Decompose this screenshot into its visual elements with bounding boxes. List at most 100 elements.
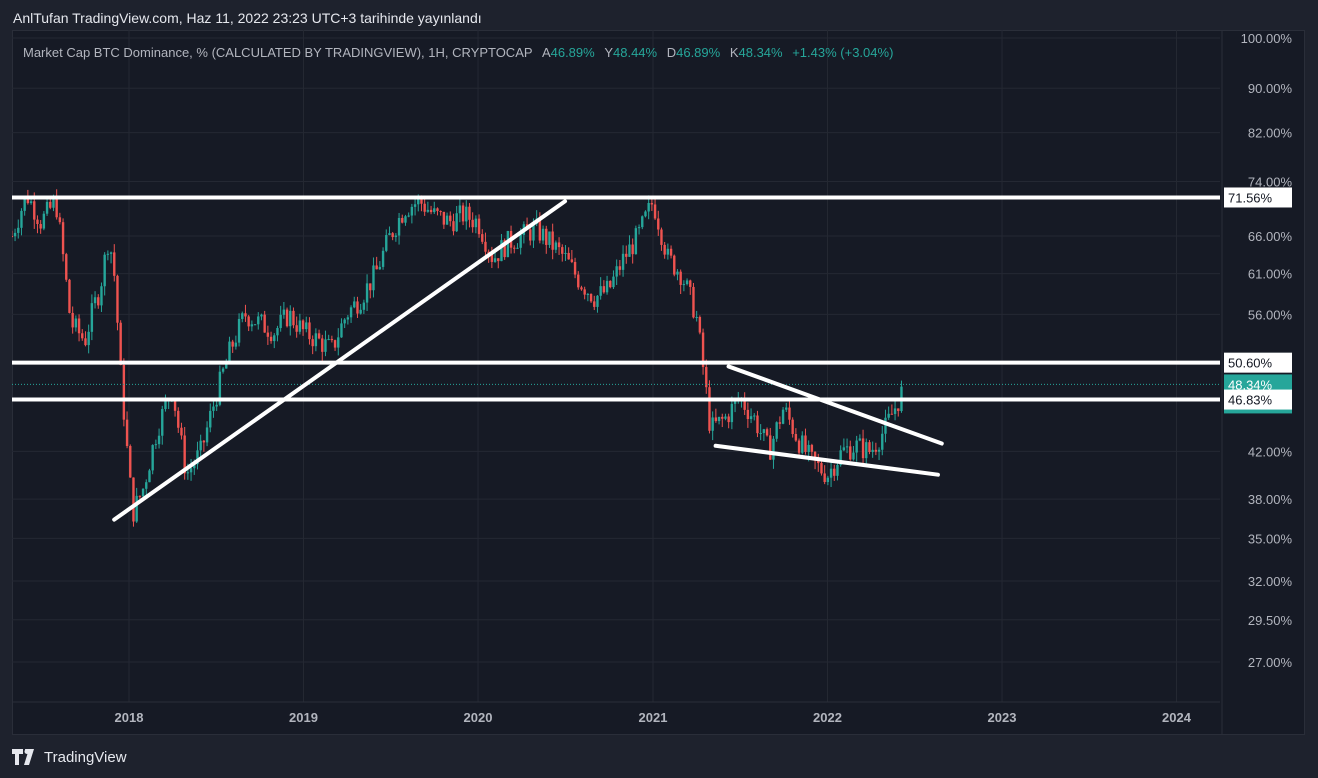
candle-body	[49, 201, 52, 208]
candle-body	[45, 201, 49, 214]
candle-body	[695, 316, 698, 318]
candle-body	[545, 228, 548, 245]
candle-body	[349, 307, 353, 318]
candle-body	[759, 432, 762, 434]
trend-line	[713, 443, 940, 477]
x-tick-label: 2021	[639, 710, 668, 725]
candle-body	[231, 341, 234, 347]
candle-body	[327, 338, 330, 340]
candle-body	[138, 495, 142, 497]
candle-body	[714, 417, 718, 422]
candle-body	[852, 452, 855, 460]
candle-body	[602, 286, 606, 293]
candle-body	[541, 228, 545, 241]
legend-change: +1.43% (+3.04%)	[792, 45, 894, 60]
candle-body	[749, 416, 753, 420]
candle-body	[292, 310, 295, 326]
candle-body	[20, 210, 23, 228]
footer: TradingView	[12, 744, 127, 770]
candle-body	[372, 265, 375, 291]
candle-body	[605, 280, 609, 293]
candle-body	[439, 211, 442, 213]
candle-body	[769, 435, 772, 460]
candle-body	[449, 215, 452, 222]
candle-body	[637, 227, 641, 229]
candle-body	[685, 280, 689, 285]
candle-body	[173, 398, 177, 411]
candle-body	[516, 247, 519, 249]
candle-body	[682, 284, 686, 286]
legend-close-key: K	[729, 45, 739, 60]
candle-body	[33, 201, 36, 220]
candle-body	[71, 312, 74, 328]
candle-body	[874, 449, 878, 452]
candle-body	[513, 247, 516, 249]
candle-body	[573, 261, 577, 275]
candle-body	[52, 198, 55, 208]
candle-body	[785, 407, 788, 410]
candle-body	[401, 217, 404, 223]
candle-body	[679, 271, 682, 285]
candle-body	[77, 318, 81, 334]
candle-body	[855, 440, 858, 453]
candle-body	[321, 338, 324, 352]
candle-body	[833, 468, 836, 476]
candle-body	[26, 196, 30, 204]
candle-body	[250, 324, 254, 327]
candle-body	[113, 252, 116, 276]
candle-body	[452, 221, 455, 232]
candle-body	[762, 429, 766, 433]
candle-body	[148, 470, 151, 483]
candle-body	[346, 317, 350, 320]
candle-body	[465, 206, 468, 222]
candle-body	[381, 250, 385, 267]
candle-body	[634, 228, 638, 255]
candle-body	[263, 314, 266, 333]
candle-body	[817, 460, 820, 464]
y-tick-label: 29.50%	[1248, 613, 1293, 628]
candle-body	[314, 333, 318, 347]
candle-body	[557, 242, 561, 248]
legend-close: 48.34%	[738, 45, 783, 60]
candle-body	[794, 434, 798, 441]
candle-body	[660, 229, 663, 245]
candle-body	[74, 318, 78, 328]
candle-body	[599, 286, 602, 296]
candle-body	[804, 435, 807, 452]
candle-body	[151, 445, 154, 471]
legend-low: 48.44%	[613, 45, 658, 60]
x-tick-label: 2024	[1162, 710, 1192, 725]
candle-body	[775, 422, 778, 439]
y-tick-label: 38.00%	[1248, 492, 1293, 507]
trend-line	[112, 199, 568, 522]
candle-body	[260, 314, 263, 317]
x-tick-label: 2023	[988, 710, 1017, 725]
x-tick-label: 2020	[464, 710, 493, 725]
candle-body	[503, 240, 506, 258]
candle-body	[647, 202, 650, 212]
candle-body	[500, 240, 503, 262]
candle-body	[801, 435, 804, 453]
candle-body	[567, 252, 570, 260]
footer-brand: TradingView	[44, 748, 127, 766]
chart-canvas[interactable]: 100.00% 90.00% 82.00% 74.00% 66.00% 61.00% 56.…	[12, 30, 1305, 735]
x-tick-label: 2022	[813, 710, 842, 725]
candle-body	[455, 213, 458, 232]
chart-frame	[12, 30, 1305, 735]
candle-body	[417, 197, 420, 205]
candle-body	[388, 233, 391, 236]
candle-body	[493, 258, 497, 262]
candle-body	[778, 422, 782, 424]
candle-body	[97, 297, 100, 306]
candle-body	[868, 442, 871, 453]
candle-body	[692, 286, 695, 318]
candle-body	[423, 203, 426, 212]
candle-body	[653, 204, 657, 219]
candle-body	[890, 413, 894, 415]
legend-open-key: A	[541, 45, 551, 60]
price-label: 71.56%	[1228, 190, 1273, 205]
candle-body	[730, 403, 734, 423]
candle-body	[58, 217, 62, 223]
candle-body	[577, 274, 580, 288]
candle-body	[413, 204, 417, 207]
